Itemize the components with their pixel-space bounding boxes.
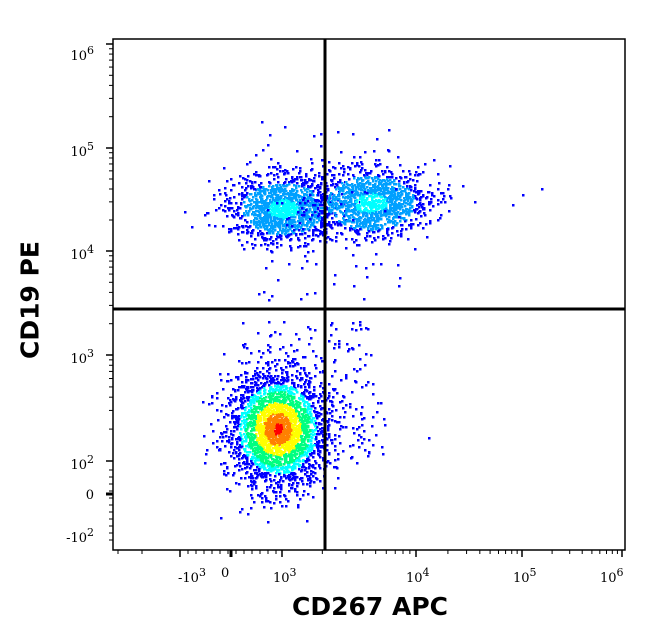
x-tick-label: 105 xyxy=(513,566,537,586)
x-tick-label: 106 xyxy=(600,566,624,586)
y-tick-label: 0 xyxy=(85,488,94,503)
y-tick-label: -102 xyxy=(66,526,94,546)
x-tick-label: 0 xyxy=(221,566,230,581)
event-dots xyxy=(184,121,544,524)
y-axis-ticks xyxy=(106,43,113,541)
y-tick-label: 102 xyxy=(70,453,94,473)
x-tick-label: 103 xyxy=(273,566,297,586)
y-tick-label: 106 xyxy=(70,44,94,64)
x-axis-title: CD267 APC xyxy=(291,592,448,621)
y-tick-label: 103 xyxy=(70,347,94,367)
plot-frame xyxy=(112,38,626,551)
y-axis-title: CD19 PE xyxy=(15,241,45,359)
y-tick-label: 104 xyxy=(70,243,94,263)
x-tick-label: 104 xyxy=(406,566,430,586)
x-axis-ticks xyxy=(117,550,623,557)
x-tick-label: -103 xyxy=(178,566,206,586)
y-tick-label: 105 xyxy=(70,140,94,160)
